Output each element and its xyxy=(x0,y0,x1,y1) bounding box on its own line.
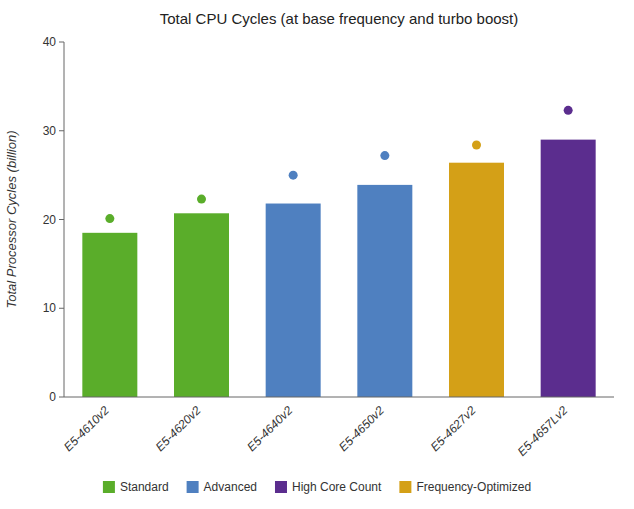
x-tick-label: E5-4657Lv2 xyxy=(515,403,571,459)
legend-swatch xyxy=(275,481,287,493)
bar xyxy=(541,140,596,397)
dot xyxy=(564,106,573,115)
dot xyxy=(380,151,389,160)
dot xyxy=(105,214,114,223)
legend-swatch xyxy=(399,481,411,493)
bar xyxy=(82,233,137,397)
legend: Standard Advanced High Core Count Frequency… xyxy=(103,480,531,494)
y-axis-line xyxy=(64,42,65,397)
bar xyxy=(449,163,504,397)
dot xyxy=(289,171,298,180)
dot xyxy=(197,195,206,204)
title: Total CPU Cycles (at base frequency and … xyxy=(160,10,519,27)
y-tick xyxy=(59,397,64,398)
bar xyxy=(174,213,229,397)
y-tick-label: 10 xyxy=(43,301,57,315)
x-tick-label: E5-4620v2 xyxy=(153,403,204,454)
y-tick-label: 0 xyxy=(49,390,56,404)
y-axis-label: Total Processor Cycles (billion) xyxy=(4,131,19,309)
y-tick-label: 20 xyxy=(43,213,57,227)
x-axis-line xyxy=(64,397,614,398)
x-tick-label: E5-4627v2 xyxy=(428,403,479,454)
legend-label: Advanced xyxy=(204,480,257,494)
plot-area xyxy=(82,106,595,397)
legend-label: Frequency-Optimized xyxy=(416,480,531,494)
legend-swatch xyxy=(103,481,115,493)
y-tick xyxy=(59,219,64,220)
y-tick-label: 30 xyxy=(43,124,57,138)
chart: Total CPU Cycles (at base frequency and … xyxy=(0,0,634,509)
y-tick xyxy=(59,308,64,309)
y-tick xyxy=(59,42,64,43)
legend-label: High Core Count xyxy=(292,480,382,494)
bar xyxy=(266,204,321,397)
x-tick-label: E5-4640v2 xyxy=(244,403,295,454)
legend-label: Standard xyxy=(120,480,169,494)
x-tick-label: E5-4650v2 xyxy=(336,403,387,454)
y-tick xyxy=(59,130,64,131)
legend-swatch xyxy=(187,481,199,493)
bar xyxy=(357,185,412,397)
y-tick-label: 40 xyxy=(43,35,57,49)
dot xyxy=(472,140,481,149)
x-tick-label: E5-4610v2 xyxy=(61,403,112,454)
